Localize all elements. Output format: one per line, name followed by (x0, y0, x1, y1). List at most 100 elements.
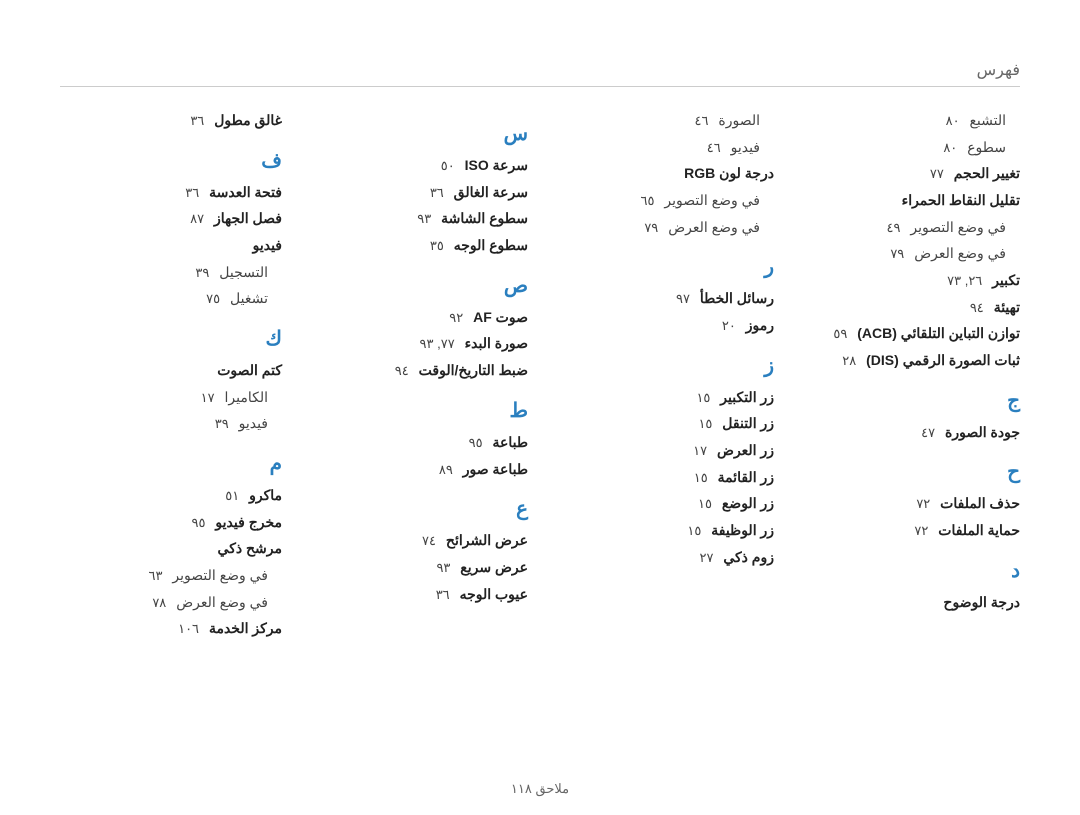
index-entry: رسائل الخطأ ٩٧ (552, 285, 774, 312)
entry-page: ٥٩ (833, 326, 847, 341)
entry-text: زر التنقل (722, 415, 774, 431)
entry-page: ٢٠ (722, 318, 736, 333)
index-entry: زر الوظيفة ١٥ (552, 517, 774, 544)
entry-text: تهيئة (994, 299, 1020, 315)
entry-page: ٣٥ (430, 238, 444, 253)
entry-page: ٩٥ (192, 515, 206, 530)
index-subentry: التشبع ٨٠ (798, 107, 1020, 134)
index-entry: زر التنقل ١٥ (552, 410, 774, 437)
entry-text: مركز الخدمة (209, 620, 282, 636)
entry-page: ٧٢ (914, 523, 928, 538)
entry-page: ٤٧ (921, 425, 935, 440)
index-entry: ثبات الصورة الرقمي (DIS) ٢٨ (798, 347, 1020, 374)
entry-page: ٧٧ (930, 166, 944, 181)
index-entry: توازن التباين التلقائي (ACB) ٥٩ (798, 320, 1020, 347)
entry-text: ضبط التاريخ/الوقت (419, 362, 528, 378)
section-letter: ط (306, 398, 528, 423)
entry-text: سرعة الغالق (454, 184, 528, 200)
index-subentry: في وضع العرض ٧٩ (798, 240, 1020, 267)
section-letter-text: ك (266, 328, 282, 350)
entry-page: ١٥ (687, 523, 701, 538)
index-entry: مخرج فيديو ٩٥ (60, 509, 282, 536)
section-letter-text: ط (510, 400, 529, 422)
index-entry: غالق مطول ٣٦ (60, 107, 282, 134)
entry-page: ٣٦ (436, 587, 450, 602)
section-letter-text: د (1011, 560, 1020, 582)
entry-page: ٣٦ (190, 113, 204, 128)
index-entry: ضبط التاريخ/الوقت ٩٤ (306, 357, 528, 384)
entry-text: عرض الشرائح (446, 532, 528, 548)
section-letter: ر (552, 254, 774, 279)
section-letter: ك (60, 326, 282, 351)
entry-text: مرشح ذكي (218, 540, 282, 556)
section-letter-text: ز (764, 355, 774, 377)
index-entry: درجة لون RGB (552, 160, 774, 187)
entry-page: ٣٩ (215, 416, 229, 431)
index-entry: سرعة الغالق ٣٦ (306, 179, 528, 206)
index-entry: عرض الشرائح ٧٤ (306, 527, 528, 554)
entry-text: ثبات الصورة الرقمي (DIS) (866, 352, 1020, 368)
entry-page: ٩٧ (676, 291, 690, 306)
index-entry: صورة البدء ٧٧, ٩٣ (306, 330, 528, 357)
entry-text: في وضع العرض (914, 245, 1006, 261)
index-subentry: فيديو ٣٩ (60, 410, 282, 437)
entry-page: ٣٦ (430, 185, 444, 200)
index-entry: حماية الملفات ٧٢ (798, 517, 1020, 544)
entry-text: زوم ذكي (723, 549, 774, 565)
index-subentry: في وضع التصوير ٦٣ (60, 562, 282, 589)
index-subentry: فيديو ٤٦ (552, 134, 774, 161)
index-columns: التشبع ٨٠ سطوع ٨٠ تغيير الحجم ٧٧ تقليل النق… (60, 107, 1020, 642)
entry-page: ٢٨ (842, 353, 856, 368)
index-subentry: في وضع التصوير ٦٥ (552, 187, 774, 214)
entry-text: عيوب الوجه (460, 586, 528, 602)
entry-page: ٢٧ (699, 550, 713, 565)
section-letter: ف (60, 148, 282, 173)
entry-page: ٧٤ (422, 533, 436, 548)
entry-text: في وضع التصوير (664, 192, 760, 208)
entry-page: ٧٢ (916, 496, 930, 511)
entry-page: ٧٨ (152, 595, 166, 610)
entry-text: زر التكبير (720, 389, 774, 405)
entry-page: ٩٢ (449, 310, 463, 325)
entry-page: ٩٣ (417, 211, 431, 226)
entry-page: ٩٣ (436, 560, 450, 575)
section-letter: ج (798, 388, 1020, 413)
entry-text: سطوع (967, 139, 1006, 155)
index-column: التشبع ٨٠ سطوع ٨٠ تغيير الحجم ٧٧ تقليل النق… (798, 107, 1020, 642)
index-entry: عرض سريع ٩٣ (306, 554, 528, 581)
entry-text: زر الوضع (722, 495, 774, 511)
entry-text: سرعة ISO (465, 157, 528, 173)
entry-page: ٦٣ (149, 568, 163, 583)
entry-page: ١٧ (201, 390, 215, 405)
entry-page: ٨٠ (943, 140, 957, 155)
entry-page: ٧٩ (644, 220, 658, 235)
entry-text: فتحة العدسة (209, 184, 282, 200)
entry-page: ٣٩ (195, 265, 209, 280)
entry-text: الكاميرا (225, 389, 269, 405)
entry-page: ٨٠ (946, 113, 960, 128)
entry-text: حماية الملفات (938, 522, 1020, 538)
index-subentry: الصورة ٤٦ (552, 107, 774, 134)
entry-text: صوت AF (473, 309, 528, 325)
entry-text: تغيير الحجم (954, 165, 1020, 181)
entry-page: ١٧ (693, 443, 707, 458)
index-entry: حذف الملفات ٧٢ (798, 490, 1020, 517)
section-letter: ح (798, 459, 1020, 484)
entry-text: في وضع التصوير (172, 567, 268, 583)
index-entry: سطوع الوجه ٣٥ (306, 232, 528, 259)
index-entry: تقليل النقاط الحمراء (798, 187, 1020, 214)
index-entry: ماكرو ٥١ (60, 482, 282, 509)
index-column: سسرعة ISO ٥٠سرعة الغالق ٣٦سطوع الشاشة ٩٣… (306, 107, 528, 642)
index-entry: تكبير ٢٦, ٧٣ (798, 267, 1020, 294)
index-entry: مركز الخدمة ١٠٦ (60, 615, 282, 642)
entry-text: طباعة صور (463, 461, 528, 477)
entry-text: جودة الصورة (945, 424, 1020, 440)
section-letter: ع (306, 496, 528, 521)
entry-text: فيديو (731, 139, 760, 155)
entry-page: ١٥ (696, 390, 710, 405)
index-entry: طباعة ٩٥ (306, 429, 528, 456)
index-entry: زوم ذكي ٢٧ (552, 544, 774, 571)
entry-page: ٤٦ (707, 140, 721, 155)
entry-page: ٧٥ (206, 291, 220, 306)
entry-page: ٨٧ (190, 211, 204, 226)
